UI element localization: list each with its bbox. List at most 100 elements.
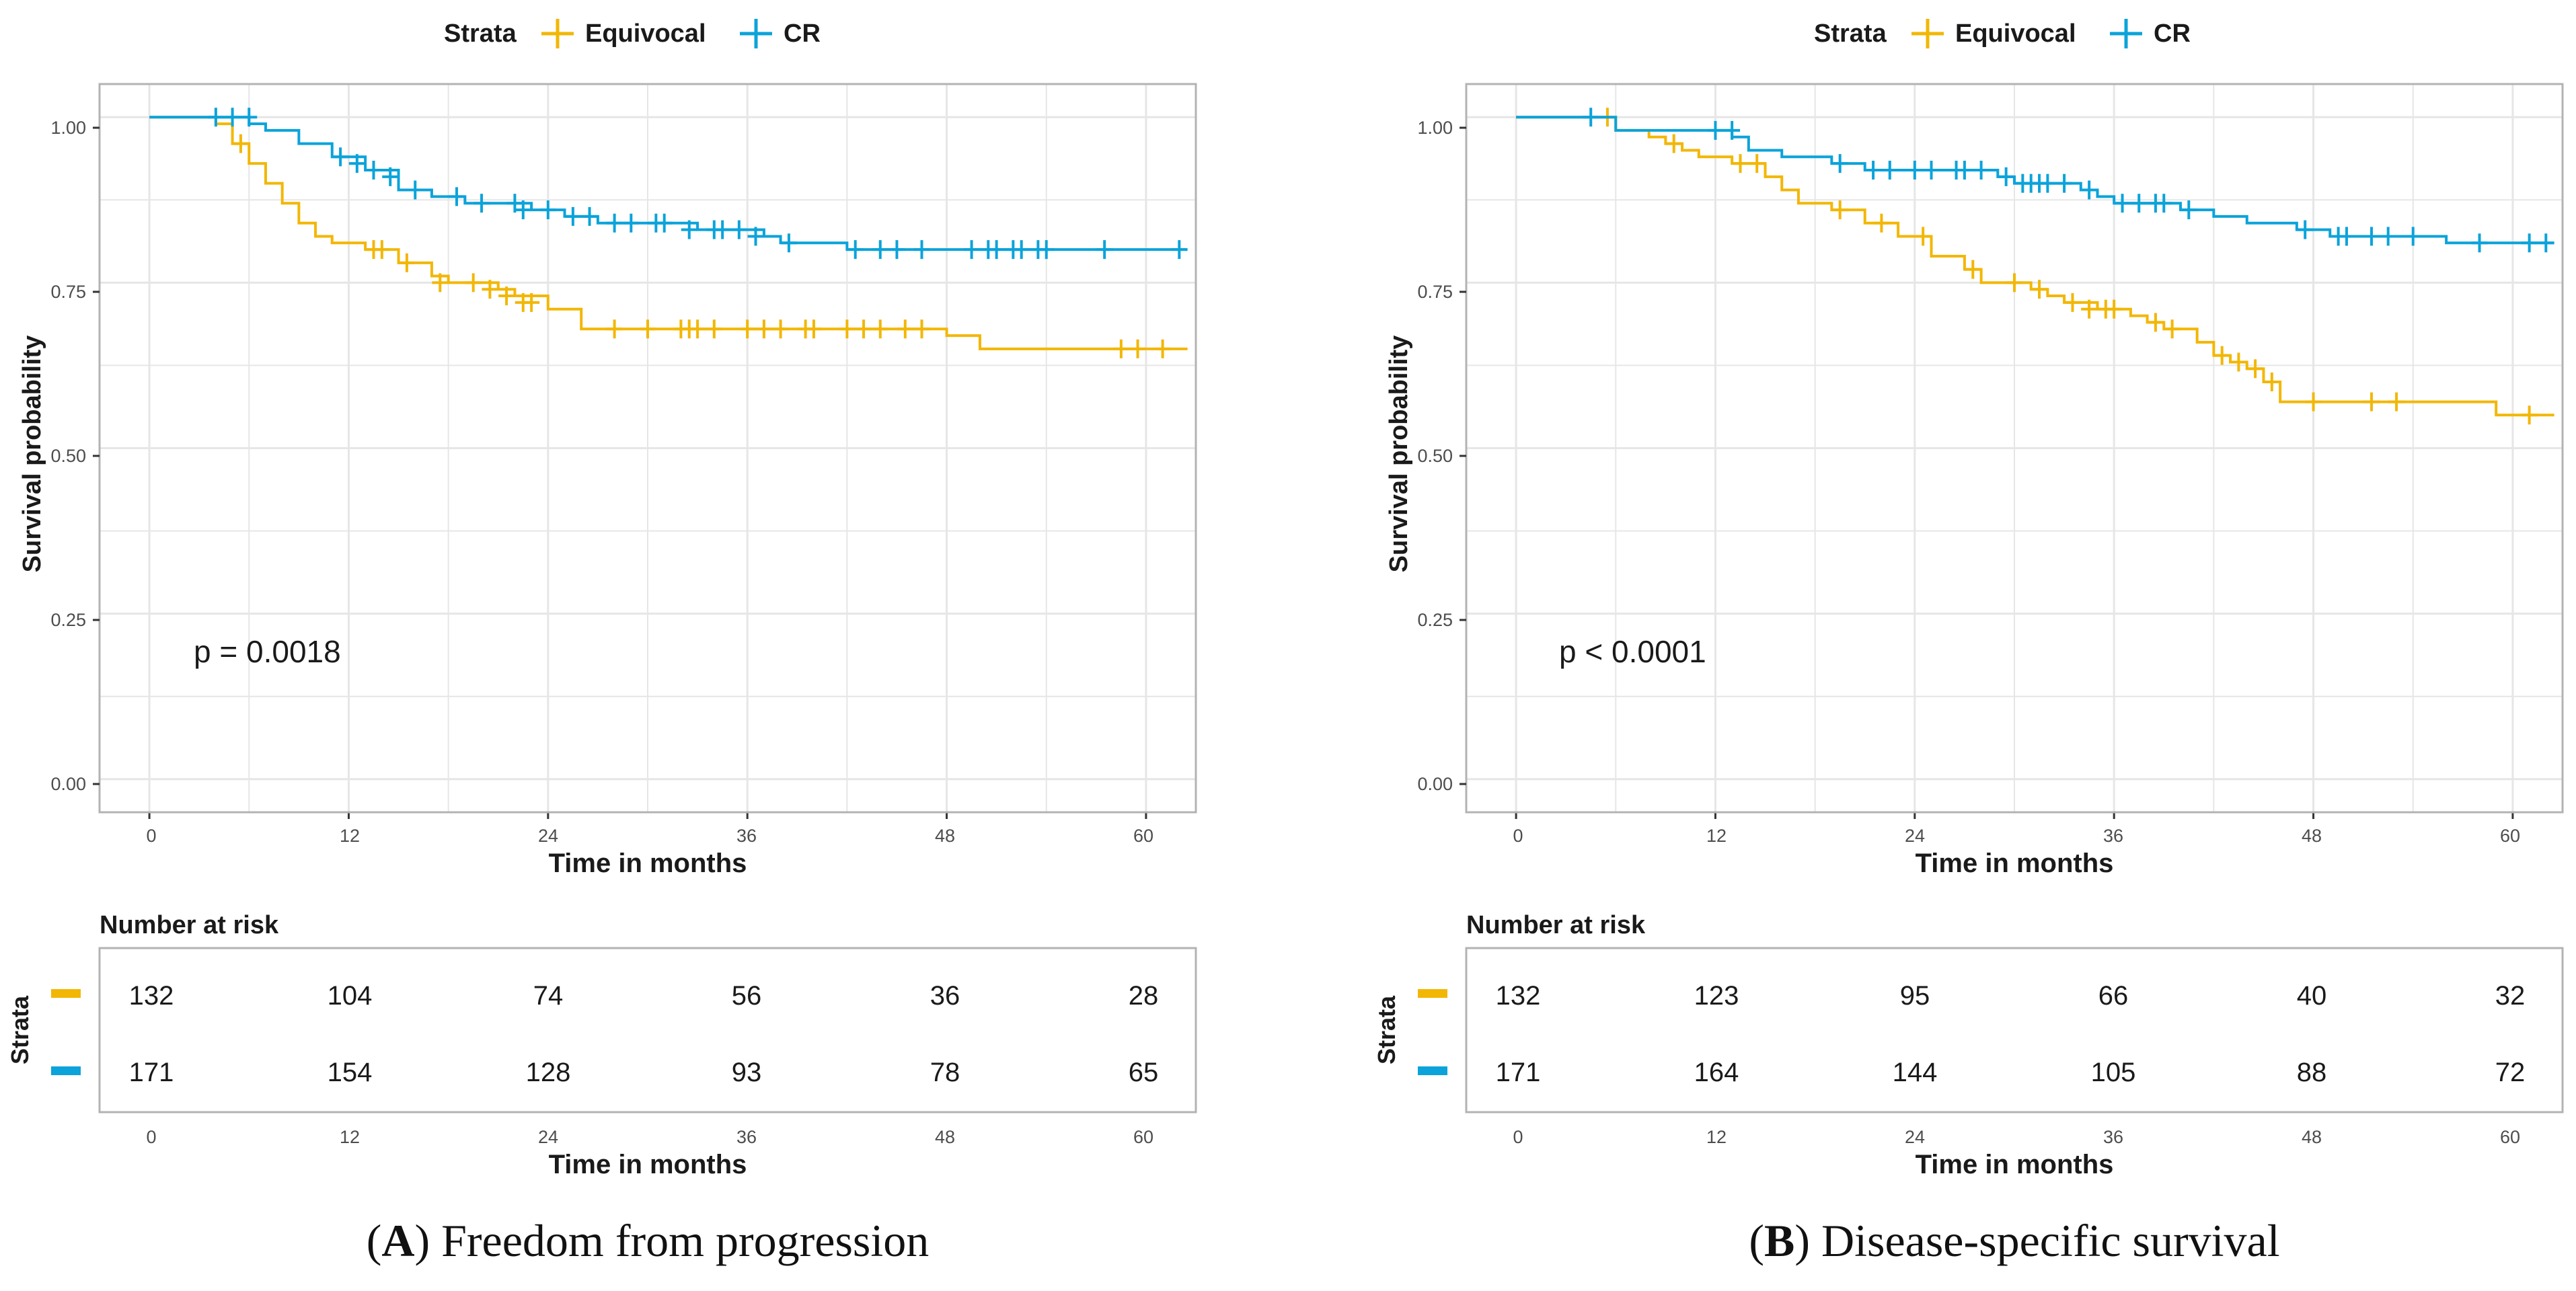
p-value-annotation: p < 0.0001 bbox=[1559, 634, 1706, 669]
risk-table-b: Number at risk Strata 132 123 95 66 40 3… bbox=[1373, 911, 2564, 1179]
x-axis-label: Time in months bbox=[1916, 849, 2114, 878]
survival-curves-b bbox=[1516, 108, 2554, 425]
x-tick-label-60: 60 bbox=[1133, 826, 1153, 846]
risk-x-tick-label-12: 12 bbox=[1706, 1127, 1727, 1147]
survival-curve-cr bbox=[1516, 116, 2554, 245]
legend-label-cr: CR bbox=[2154, 19, 2191, 48]
x-axis-label: Time in months bbox=[549, 849, 747, 878]
risk-count: 144 bbox=[1893, 1058, 1938, 1087]
risk-row-key-equivocal bbox=[1418, 989, 1447, 998]
y-axis-b: Survival probability 1.00 0.75 0.50 0.25… bbox=[1385, 118, 1466, 794]
risk-x-tick-label-36: 36 bbox=[2103, 1127, 2123, 1147]
caption-text: ) Freedom from progression bbox=[414, 1215, 929, 1266]
risk-table-x-axis: 0 12 24 36 48 60 Time in months bbox=[146, 1127, 1153, 1179]
y-tick-label-0.50: 0.50 bbox=[50, 446, 86, 466]
survival-curves-a bbox=[149, 108, 1188, 358]
legend-title: Strata bbox=[444, 19, 517, 48]
plot-border bbox=[1465, 83, 2564, 814]
risk-count: 36 bbox=[930, 981, 960, 1011]
y-axis-a: Survival probability 1.00 0.75 0.50 0.25… bbox=[18, 118, 100, 794]
risk-count: 72 bbox=[2495, 1058, 2526, 1087]
risk-count: 78 bbox=[930, 1058, 960, 1087]
plot-border bbox=[98, 83, 1197, 814]
x-tick-label-24: 24 bbox=[1905, 826, 1925, 846]
x-axis-a: 0 12 24 36 48 60 Time in months bbox=[146, 826, 1153, 878]
risk-x-tick-label-48: 48 bbox=[2302, 1127, 2322, 1147]
gridlines bbox=[1466, 84, 2563, 819]
risk-x-tick-label-60: 60 bbox=[2500, 1127, 2520, 1147]
panel-a: Strata Equivocal CR Survival probability… bbox=[6, 19, 1197, 1266]
risk-x-tick-label-24: 24 bbox=[1905, 1127, 1925, 1147]
risk-x-tick-label-60: 60 bbox=[1133, 1127, 1153, 1147]
risk-row-equivocal: 132 104 74 56 36 28 bbox=[129, 981, 1159, 1011]
y-tick-label-0.00: 0.00 bbox=[1417, 774, 1453, 794]
risk-count: 88 bbox=[2297, 1058, 2327, 1087]
x-tick-label-36: 36 bbox=[736, 826, 757, 846]
caption-text: ) Disease-specific survival bbox=[1794, 1215, 2279, 1266]
y-axis-label: Survival probability bbox=[1385, 336, 1413, 573]
x-tick-label-0: 0 bbox=[1513, 826, 1523, 846]
y-tick-label-0.50: 0.50 bbox=[1417, 446, 1453, 466]
risk-count: 171 bbox=[129, 1058, 174, 1087]
risk-x-tick-label-24: 24 bbox=[538, 1127, 558, 1147]
survival-curve-cr bbox=[149, 116, 1188, 251]
legend-title: Strata bbox=[1814, 19, 1887, 48]
x-tick-label-48: 48 bbox=[2302, 826, 2322, 846]
x-tick-label-48: 48 bbox=[935, 826, 955, 846]
gridlines bbox=[100, 84, 1196, 819]
risk-table-title: Number at risk bbox=[1466, 911, 1646, 939]
p-value-annotation: p = 0.0018 bbox=[194, 634, 341, 669]
y-tick-label-1.00: 1.00 bbox=[50, 118, 86, 138]
x-axis-b: 0 12 24 36 48 60 Time in months bbox=[1513, 826, 2520, 878]
risk-table-a: Number at risk Strata 132 104 74 56 36 2… bbox=[6, 911, 1197, 1179]
risk-row-cr: 171 164 144 105 88 72 bbox=[1496, 1058, 2526, 1087]
x-tick-label-0: 0 bbox=[146, 826, 156, 846]
panel-a-caption: (A) Freedom from progression bbox=[367, 1215, 930, 1266]
risk-count: 128 bbox=[526, 1058, 571, 1087]
y-axis-label: Survival probability bbox=[18, 336, 46, 573]
risk-x-tick-label-48: 48 bbox=[935, 1127, 955, 1147]
survival-curve-equivocal bbox=[1516, 116, 2554, 417]
y-tick-label-0.75: 0.75 bbox=[1417, 282, 1453, 302]
risk-table-border bbox=[1465, 947, 2564, 1113]
risk-x-tick-label-36: 36 bbox=[736, 1127, 757, 1147]
caption-open-paren: ( bbox=[1749, 1215, 1764, 1266]
caption-open-paren: ( bbox=[367, 1215, 382, 1266]
risk-row-key-cr bbox=[51, 1066, 81, 1075]
risk-count: 132 bbox=[129, 981, 174, 1011]
risk-count: 171 bbox=[1496, 1058, 1541, 1087]
y-tick-label-0.25: 0.25 bbox=[1417, 610, 1453, 630]
risk-count: 95 bbox=[1900, 981, 1930, 1011]
y-tick-label-0.25: 0.25 bbox=[50, 610, 86, 630]
risk-row-equivocal: 132 123 95 66 40 32 bbox=[1496, 981, 2526, 1011]
x-tick-label-36: 36 bbox=[2103, 826, 2123, 846]
risk-x-tick-label-0: 0 bbox=[1513, 1127, 1523, 1147]
risk-count: 154 bbox=[328, 1058, 373, 1087]
risk-row-cr: 171 154 128 93 78 65 bbox=[129, 1058, 1159, 1087]
risk-count: 65 bbox=[1129, 1058, 1159, 1087]
risk-table-border bbox=[98, 947, 1197, 1113]
risk-x-tick-label-12: 12 bbox=[340, 1127, 360, 1147]
legend-label-equivocal: Equivocal bbox=[585, 19, 706, 48]
risk-count: 105 bbox=[2091, 1058, 2136, 1087]
risk-table-x-axis-label: Time in months bbox=[1916, 1150, 2114, 1179]
y-tick-label-1.00: 1.00 bbox=[1417, 118, 1453, 138]
risk-x-tick-label-0: 0 bbox=[146, 1127, 156, 1147]
x-tick-label-12: 12 bbox=[340, 826, 360, 846]
risk-count: 66 bbox=[2098, 981, 2129, 1011]
risk-row-key-cr bbox=[1418, 1066, 1447, 1075]
panel-b: Strata Equivocal CR Survival probability… bbox=[1373, 19, 2564, 1266]
risk-row-key-equivocal bbox=[51, 989, 81, 998]
legend-label-cr: CR bbox=[784, 19, 821, 48]
risk-count: 32 bbox=[2495, 981, 2526, 1011]
risk-count: 123 bbox=[1694, 981, 1739, 1011]
risk-table-x-axis: 0 12 24 36 48 60 Time in months bbox=[1513, 1127, 2520, 1179]
risk-count: 132 bbox=[1496, 981, 1541, 1011]
risk-table-title: Number at risk bbox=[100, 911, 279, 939]
risk-table-x-axis-label: Time in months bbox=[549, 1150, 747, 1179]
x-tick-label-12: 12 bbox=[1706, 826, 1727, 846]
x-tick-label-24: 24 bbox=[538, 826, 558, 846]
x-tick-label-60: 60 bbox=[2500, 826, 2520, 846]
legend-a: Strata Equivocal CR bbox=[444, 19, 821, 48]
